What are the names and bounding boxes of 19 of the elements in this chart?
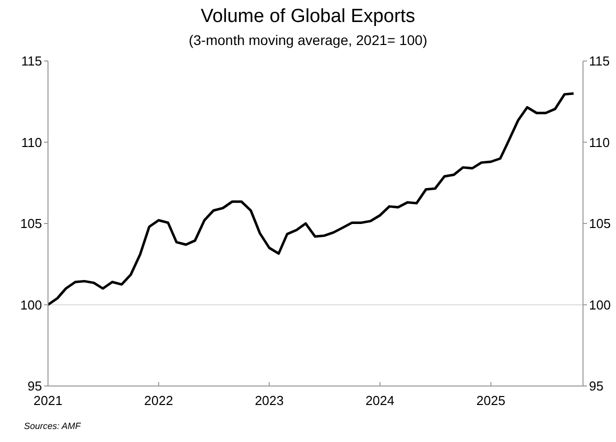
line-series — [48, 92, 575, 306]
y2-tick-label: 105 — [589, 216, 611, 232]
y-tick-label: 115 — [21, 54, 42, 69]
y-tick-label: 95 — [28, 378, 42, 394]
y-tick-label: 100 — [20, 297, 42, 312]
x-tick-label: 2022 — [144, 393, 174, 408]
y2-tick-label: 110 — [589, 134, 610, 150]
x-tick-label: 2025 — [476, 393, 506, 408]
x-tick-label: 2021 — [34, 393, 62, 408]
chart-title: Volume of Global Exports — [200, 6, 416, 28]
y2-tick-label: 115 — [589, 54, 610, 69]
y2-tick-label: 100 — [589, 297, 611, 312]
y-tick-label: 110 — [21, 134, 42, 150]
x-tick-label: 2024 — [365, 393, 394, 408]
y2-tick-label: 95 — [589, 378, 604, 394]
y-tick-label: 105 — [20, 216, 42, 232]
source-note: Sources: AMF — [24, 421, 81, 431]
chart-subtitle: (3-month moving average, 2021= 100) — [188, 32, 428, 48]
x-tick-label: 2023 — [254, 393, 284, 408]
